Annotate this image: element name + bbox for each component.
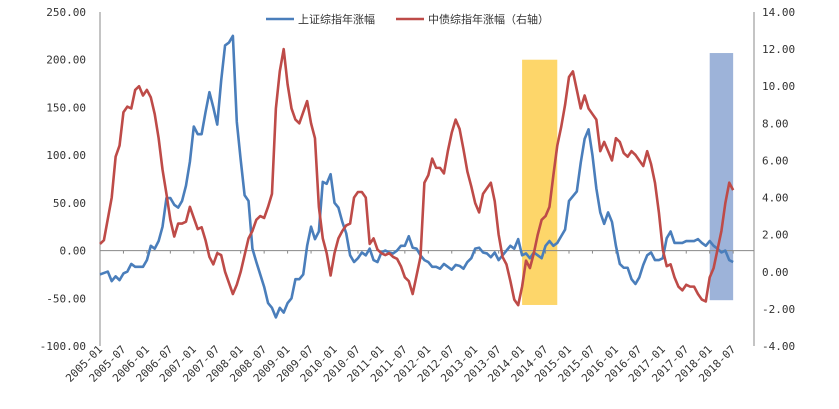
y-left-tick-label: -50.00 — [46, 292, 86, 305]
y-right-tick-label: -4.00 — [762, 340, 795, 353]
y-left-tick-label: 100.00 — [46, 149, 86, 162]
y-right-tick-label: 6.00 — [762, 154, 789, 167]
series-lines — [99, 34, 735, 319]
y-right-tick-label: -2.00 — [762, 303, 795, 316]
series-line-2 — [99, 47, 735, 307]
y-left-tick-label: 200.00 — [46, 54, 86, 67]
y-right-tick-label: 12.00 — [762, 43, 795, 56]
y-left-tick-label: 0.00 — [60, 245, 87, 258]
y-right-tick-label: 4.00 — [762, 192, 789, 205]
y-left-tick-label: 250.00 — [46, 6, 86, 19]
tick-labels: 250.00 200.00 150.00 100.00 50.00 0.00 -50.00 -… — [40, 6, 795, 385]
legend-label-1: 上证综指年涨幅 — [298, 12, 375, 26]
y-right-tick-label: 14.00 — [762, 6, 795, 19]
legend: 上证综指年涨幅 中债综指年涨幅（右轴） — [266, 12, 549, 26]
y-right-tick-label: 10.00 — [762, 80, 795, 93]
legend-label-2: 中债综指年涨幅（右轴） — [428, 12, 549, 26]
y-left-tick-label: 150.00 — [46, 101, 86, 114]
y-right-tick-label: 2.00 — [762, 229, 789, 242]
series-line-1 — [99, 34, 734, 319]
y-right-tick-label: 0.00 — [762, 266, 789, 279]
y-right-tick-label: 8.00 — [762, 117, 789, 130]
y-left-tick-label: -100.00 — [40, 340, 86, 353]
y-left-tick-label: 50.00 — [53, 197, 86, 210]
highlight-band-2 — [709, 53, 734, 301]
